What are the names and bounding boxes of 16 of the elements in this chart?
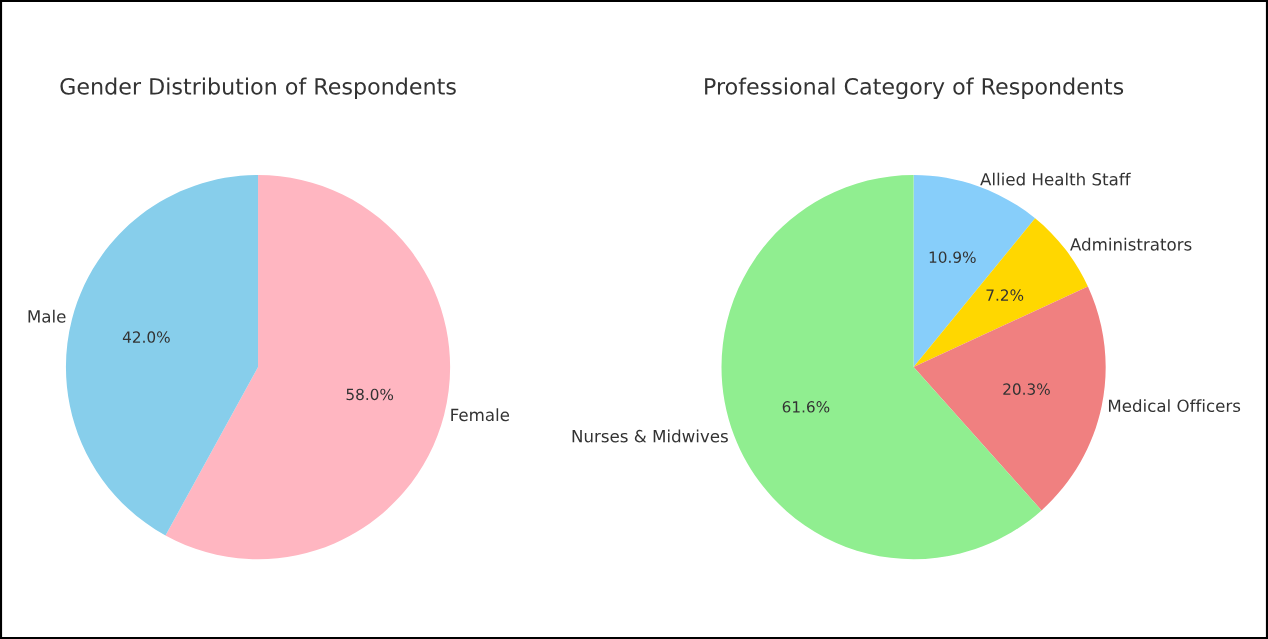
pie-slice (65, 175, 259, 536)
slice-label: Nurses & Midwives (572, 429, 728, 443)
chart-title: Gender Distribution of Respondents (60, 77, 456, 100)
data-label: 7.2% (986, 289, 1024, 301)
data-label: 58.0% (346, 388, 394, 401)
data-label: 10.9% (929, 251, 976, 263)
slice-label: Female (451, 408, 510, 422)
slice-label: Male (28, 309, 66, 323)
slice-label: Medical Officers (1108, 399, 1241, 413)
slice-label: Administrators (1070, 237, 1192, 251)
data-label: 61.6% (782, 401, 830, 413)
slice-label: Allied Health Staff (980, 172, 1131, 186)
pie-slice (913, 286, 1106, 511)
data-label: 42.0% (122, 331, 170, 343)
data-label: 20.3% (1003, 383, 1050, 395)
chart-title: Professional Category of Respondents (705, 77, 1124, 100)
